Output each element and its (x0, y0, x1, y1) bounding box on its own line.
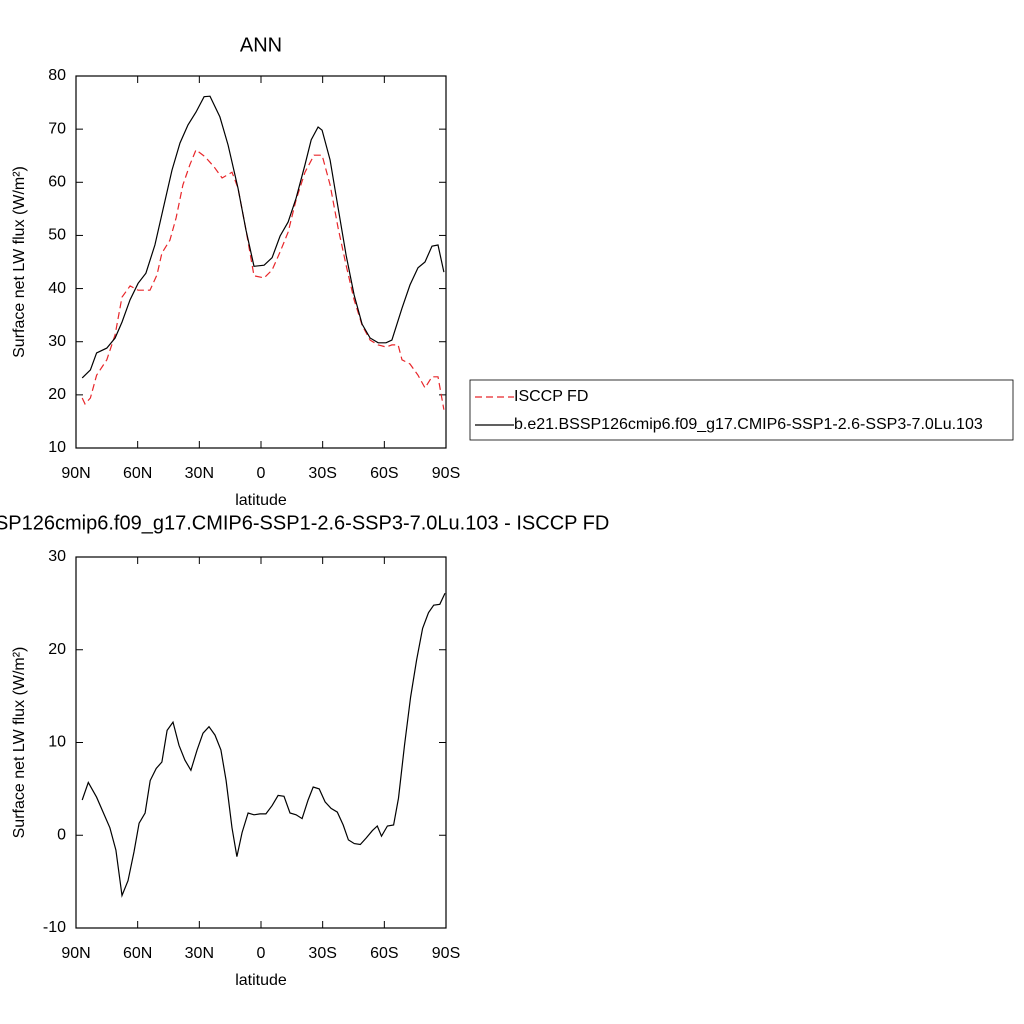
x-tick-label: 0 (257, 945, 266, 962)
x-tick-label: 0 (257, 465, 266, 482)
y-tick-label: 80 (48, 67, 66, 84)
data-line (81, 592, 446, 898)
x-tick-label: 30S (308, 945, 336, 962)
y-tick-label: 40 (48, 280, 66, 297)
y-axis-label: Surface net LW flux (W/m²) (11, 647, 28, 839)
x-tick-label: 90S (432, 465, 460, 482)
panel-title: b.e21.BSSP126cmip6.f09_g17.CMIP6-SSP1-2.… (0, 512, 609, 534)
y-tick-label: 20 (48, 641, 66, 658)
y-tick-label: 30 (48, 548, 66, 565)
legend-label: ISCCP FD (514, 388, 588, 405)
y-tick-label: 70 (48, 120, 66, 137)
x-tick-label: 60N (123, 945, 152, 962)
x-tick-label: 60S (370, 465, 398, 482)
y-tick-label: 10 (48, 734, 66, 751)
data-line (81, 95, 445, 379)
y-tick-label: 60 (48, 174, 66, 191)
x-tick-label: 90N (61, 465, 90, 482)
legend-box (469, 379, 1014, 441)
y-tick-label: -10 (43, 919, 66, 936)
x-axis-label: latitude (235, 492, 287, 509)
x-tick-label: 60N (123, 465, 152, 482)
x-tick-label: 90N (61, 945, 90, 962)
y-tick-label: 0 (57, 826, 66, 843)
x-tick-label: 60S (370, 945, 398, 962)
x-tick-label: 90S (432, 945, 460, 962)
y-axis-label: Surface net LW flux (W/m²) (11, 166, 28, 358)
data-line (81, 148, 445, 410)
x-tick-label: 30N (185, 945, 214, 962)
y-tick-label: 20 (48, 386, 66, 403)
legend-label: b.e21.BSSP126cmip6.f09_g17.CMIP6-SSP1-2.… (514, 416, 983, 433)
plot-frame (75, 75, 447, 449)
y-tick-label: 30 (48, 333, 66, 350)
y-tick-label: 50 (48, 227, 66, 244)
y-tick-label: 10 (48, 439, 66, 456)
x-axis-label: latitude (235, 972, 287, 989)
x-tick-label: 30N (185, 465, 214, 482)
panel-title: ANN (240, 34, 282, 56)
plot-frame (75, 556, 447, 929)
x-tick-label: 30S (308, 465, 336, 482)
